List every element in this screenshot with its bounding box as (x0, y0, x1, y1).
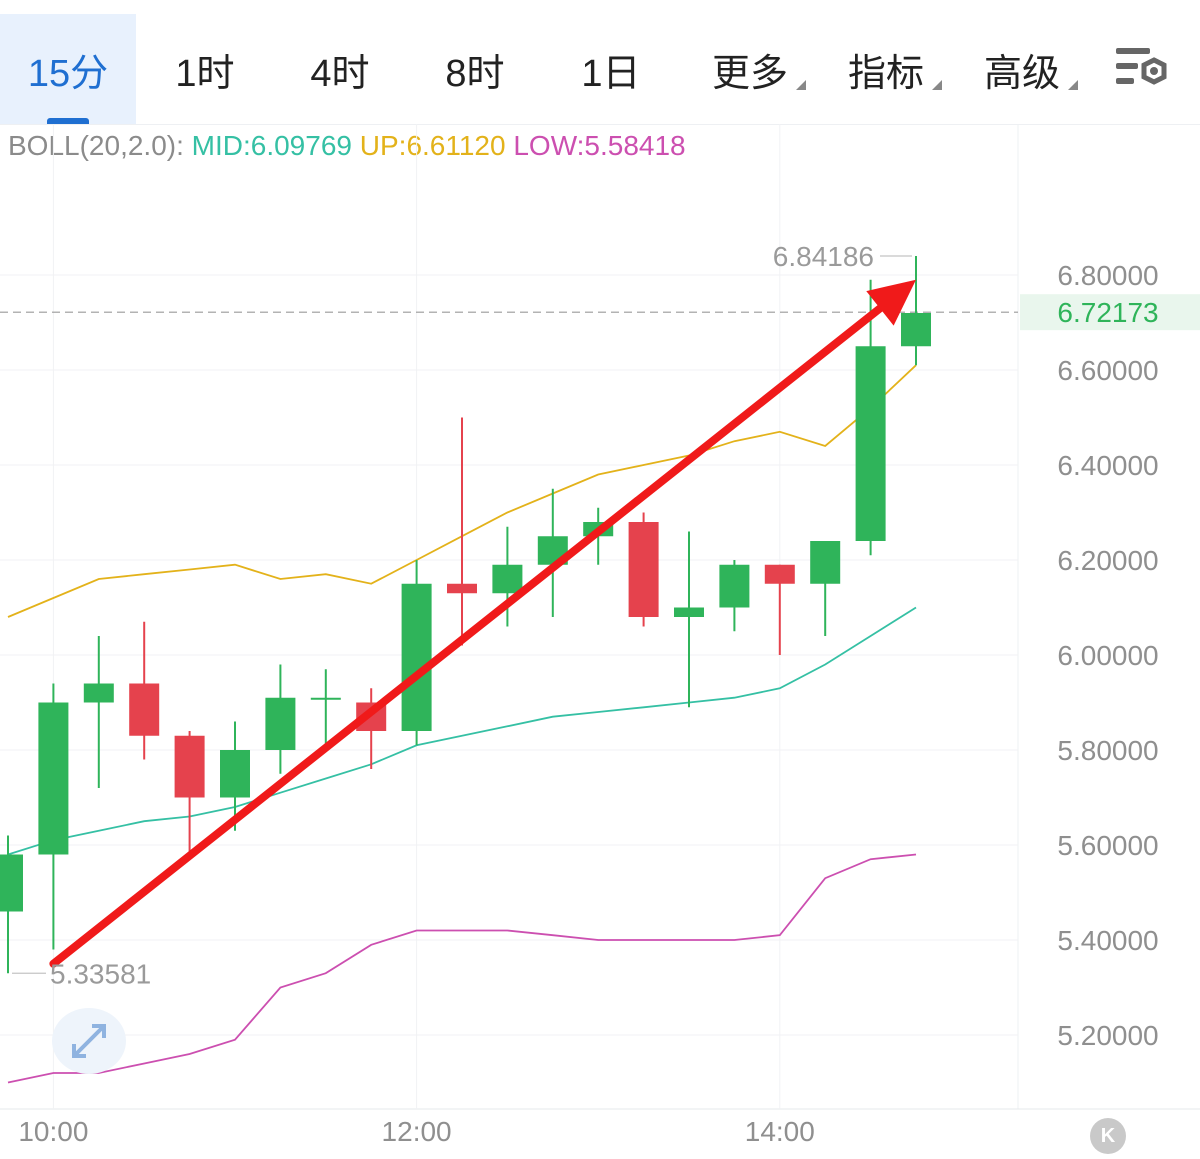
tab-label: 指标 (847, 52, 924, 95)
candle (220, 721, 250, 831)
x-tick-label: 14:00 (745, 1116, 815, 1147)
candle-body (719, 564, 750, 608)
candle (674, 531, 704, 708)
trend-arrow-shaft (49, 304, 884, 968)
y-tick-label: 5.60000 (1057, 830, 1158, 861)
candle-body (310, 697, 341, 700)
candle-body (492, 564, 523, 594)
candle (628, 512, 659, 627)
tab-label: 高级 (983, 52, 1060, 95)
y-tick-label: 5.20000 (1057, 1020, 1158, 1051)
candle-body (265, 697, 296, 750)
y-tick-label: 6.80000 (1057, 260, 1158, 291)
candle (83, 636, 114, 788)
low-value-label: 5.33581 (50, 958, 151, 989)
tab-label: 1日 (581, 52, 641, 95)
boll-up-value: UP:6.61120 (359, 130, 506, 161)
tab-label: 15分 (27, 52, 109, 95)
candle (492, 526, 523, 627)
tab-15min[interactable]: 15分 (0, 14, 136, 124)
dropdown-triangle-icon (796, 80, 806, 90)
candle (447, 417, 477, 646)
boll-mid-value: MID:6.09769 (191, 130, 352, 161)
candle (401, 560, 432, 746)
candle-body (447, 583, 477, 594)
boll-low-value: LOW:5.58418 (513, 130, 686, 161)
tab-8hour[interactable]: 8时 (420, 14, 530, 124)
y-tick-label: 6.00000 (1057, 640, 1158, 671)
candle (129, 621, 160, 760)
candle-body (628, 522, 659, 617)
tab-label: 8时 (445, 52, 505, 95)
candle-body (901, 313, 931, 347)
candle-body (0, 854, 23, 912)
candle-body (174, 735, 205, 798)
trend-arrow (49, 279, 916, 968)
boll-lower-band-line (7, 853, 917, 1084)
tab-label: 4时 (310, 52, 370, 95)
active-tab-indicator (47, 118, 89, 124)
x-tick-label: 12:00 (382, 1116, 452, 1147)
candles (0, 256, 931, 974)
tab-4hour[interactable]: 4时 (285, 14, 395, 124)
chart-settings-gear-icon[interactable] (1112, 44, 1172, 96)
boll-indicator-legend: BOLL(20,2.0): MID:6.09769 UP:6.61120 LOW… (8, 130, 686, 162)
current-price-label: 6.72173 (1057, 297, 1158, 328)
expand-chart-button[interactable] (52, 1008, 126, 1074)
candle-body (674, 607, 704, 617)
boll-name: BOLL(20,2.0): (8, 130, 184, 161)
current-price-tag (1020, 294, 1200, 331)
candle (764, 564, 795, 655)
candle-body (129, 683, 160, 736)
candle-body (38, 702, 69, 855)
candle-body (764, 564, 795, 584)
tab-1hour[interactable]: 1时 (150, 14, 260, 124)
expand-arrows-icon (72, 1024, 106, 1058)
candle-body (401, 583, 432, 731)
candle (810, 541, 841, 636)
candle-body (220, 750, 250, 798)
timeframe-toolbar: 15分 1时 4时 8时 1日 更多 指标 高级 (0, 0, 1200, 125)
candle (901, 256, 931, 366)
candle-body (83, 683, 114, 703)
candlestick-chart[interactable]: 6.72173 6.80000 6.60000 6.40000 6.20000 6.00… (0, 124, 1200, 1159)
candle-body (810, 541, 841, 584)
candle (537, 488, 568, 617)
y-tick-label: 6.40000 (1057, 450, 1158, 481)
tab-label: 1时 (175, 52, 235, 95)
candle (174, 731, 205, 855)
tab-1day[interactable]: 1日 (556, 14, 666, 124)
grid-lines (0, 124, 1200, 1110)
tab-more-dropdown[interactable]: 更多 (700, 14, 806, 124)
trend-arrow-head (866, 279, 916, 326)
candle-body (855, 346, 886, 541)
tab-advanced-dropdown[interactable]: 高级 (972, 14, 1078, 124)
axis-labels: 6.80000 6.60000 6.40000 6.20000 6.00000 5.800… (12, 241, 1159, 1147)
k-line-toggle-button[interactable]: K (1090, 1118, 1126, 1154)
y-tick-label: 6.60000 (1057, 355, 1158, 386)
y-tick-label: 5.80000 (1057, 735, 1158, 766)
y-tick-label: 6.20000 (1057, 545, 1158, 576)
candle (855, 279, 886, 556)
candle (0, 835, 23, 974)
candle (265, 664, 296, 774)
dropdown-triangle-icon (1068, 80, 1078, 90)
candle (310, 669, 341, 746)
boll-mid-line (7, 606, 917, 856)
current-price-line: 6.72173 (0, 294, 1200, 331)
k-button-label: K (1100, 1124, 1116, 1147)
x-tick-label: 10:00 (18, 1116, 88, 1147)
tab-indicators-dropdown[interactable]: 指标 (836, 14, 942, 124)
candle (719, 560, 750, 632)
candle (38, 683, 69, 950)
y-tick-label: 5.40000 (1057, 925, 1158, 956)
dropdown-triangle-icon (932, 80, 942, 90)
tab-label: 更多 (711, 52, 788, 95)
high-value-label: 6.84186 (773, 241, 874, 272)
